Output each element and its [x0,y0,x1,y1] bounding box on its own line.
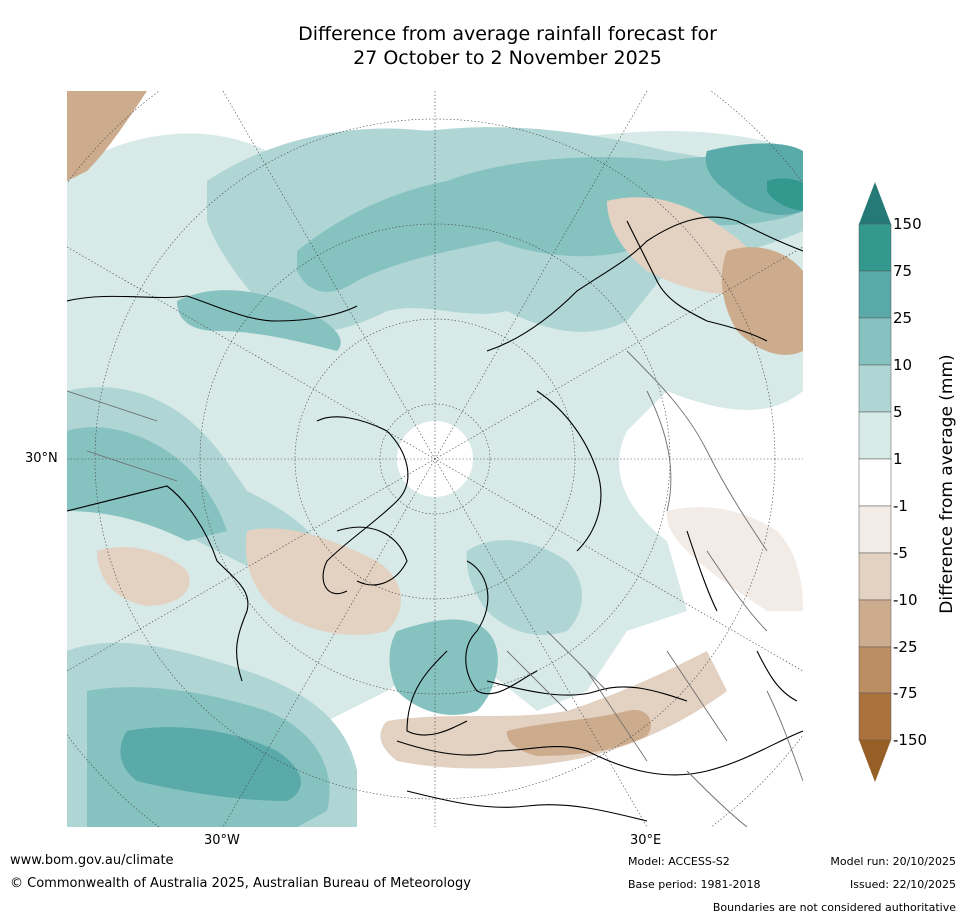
footer-copyright: © Commonwealth of Australia 2025, Austra… [10,876,471,891]
colorbar-extend-low [859,740,891,782]
footer-model: Model: ACCESS-S2 [628,855,730,868]
map-canvas [67,91,803,827]
chart-title: Difference from average rainfall forecas… [0,22,965,70]
colorbar-tick-1: 1 [893,450,903,468]
colorbar-extend-high [859,182,891,224]
anomaly-region-dry-far-east [721,247,803,355]
country-borders [67,350,803,827]
anomaly-region-dry-mid-atlantic [97,547,190,606]
anomaly-region-dry-10-25-mediterranean [506,710,651,756]
colorbar-tick-m150: -150 [893,731,928,749]
title-line-2: 27 October to 2 November 2025 [353,47,662,69]
anomaly-region-wet-25-75-pacific [120,727,301,801]
anomaly-region-wet-alaska [177,290,341,351]
colorbar-bin-5-10 [858,364,892,413]
colorbar [858,182,892,782]
colorbar-tick-150: 150 [893,215,922,233]
footer-website: www.bom.gov.au/climate [10,853,174,868]
colorbar-tick-75: 75 [893,262,913,280]
anomaly-region-wet-10-25-canada [67,427,227,541]
colorbar-tick-m1: -1 [893,497,908,515]
colorbar-bin-25-75 [858,270,892,319]
anomaly-region-wet-10-25-north [297,151,803,292]
colorbar-tick-m5: -5 [893,544,908,562]
anomaly-region-dry-mediterranean [380,651,727,769]
anomaly-region-wet-75-150-northeast [767,178,803,211]
lat-label-30n: 30°N [25,451,58,466]
footer-boundaries-note: Boundaries are not considered authoritat… [712,901,956,914]
colorbar-tick-25: 25 [893,309,913,327]
anomaly-region-wet-scandinavia [466,540,582,635]
colorbar-bin-m75-m25 [858,646,892,694]
colorbar-bin-m25-m10 [858,599,892,648]
colorbar-tick-m10: -10 [893,591,918,609]
footer-model-run: Model run: 20/10/2025 [830,855,956,868]
title-line-1: Difference from average rainfall forecas… [298,23,717,45]
rainfall-anomaly-map [67,91,803,827]
colorbar-bin-75-150 [858,223,892,272]
graticule [67,91,803,827]
anomaly-region-dry-central-asia [666,507,803,611]
colorbar-tick-m75: -75 [893,684,918,702]
coastlines [67,216,803,822]
footer-base-period: Base period: 1981-2018 [628,878,761,891]
colorbar-title: Difference from average (mm) [937,354,957,614]
footer-issued: Issued: 22/10/2025 [849,878,956,891]
lon-label-30e: 30°E [630,833,662,848]
colorbar-tick-5: 5 [893,403,903,421]
colorbar-bin-m5-m1 [858,505,892,554]
colorbar-bin-10-25 [858,317,892,366]
colorbar-bin-m10-m5 [858,552,892,601]
colorbar-tick-10: 10 [893,356,913,374]
colorbar-tick-m25: -25 [893,638,918,656]
colorbar-bin-m1-1 [858,458,892,507]
lon-label-30w: 30°W [204,833,240,848]
colorbar-bin-1-5 [858,411,892,460]
colorbar-bin-m150-m75 [858,692,892,741]
